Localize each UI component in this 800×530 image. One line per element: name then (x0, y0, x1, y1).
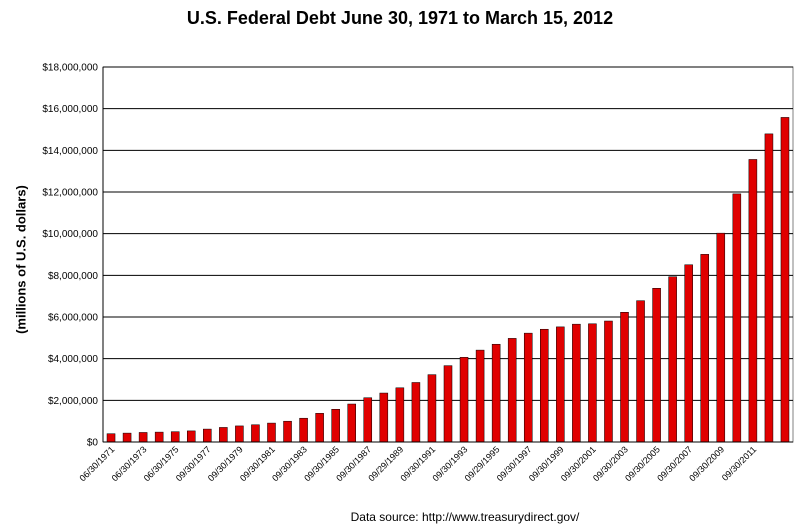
bar (652, 288, 661, 443)
bar-chart: $0 $2,000,000 $4,000,000 $6,000,000 $8,000,0… (42, 63, 794, 483)
bar (556, 326, 565, 443)
bar (315, 413, 324, 443)
bar (379, 392, 389, 443)
bar (588, 323, 597, 443)
bar (684, 264, 693, 443)
bar (219, 427, 228, 443)
bar (363, 397, 373, 443)
bar (395, 387, 405, 443)
bar (411, 382, 421, 443)
bar (732, 193, 742, 443)
x-tick-labels: 06/30/197106/30/197306/30/197509/30/1977… (78, 444, 759, 483)
y-tick-label: $2,000,000 (48, 396, 98, 407)
bar (459, 357, 469, 443)
bar (427, 374, 437, 443)
y-tick-label: $16,000,000 (42, 104, 98, 115)
bar (267, 422, 276, 443)
bar (700, 254, 710, 443)
bar (138, 432, 148, 443)
y-tick-label: $14,000,000 (42, 146, 98, 157)
bar (170, 431, 180, 443)
bar (540, 328, 549, 443)
bar (475, 349, 485, 443)
bar (620, 312, 629, 443)
bar (154, 431, 164, 443)
bar (507, 338, 517, 443)
data-source-note: Data source: http://www.treasurydirect.g… (350, 510, 580, 524)
y-tick-label: $8,000,000 (48, 271, 98, 282)
bar (780, 117, 790, 443)
x-tick-label: 09/30/2011 (720, 444, 758, 482)
bar (283, 420, 292, 443)
y-tick-label: $12,000,000 (42, 188, 98, 199)
bar (122, 432, 132, 443)
bar (203, 428, 212, 443)
bar (636, 300, 645, 443)
y-tick-label: $0 (87, 438, 99, 449)
bar (235, 425, 244, 443)
bar (491, 343, 501, 443)
bar (572, 323, 581, 443)
y-tick-labels: $0 $2,000,000 $4,000,000 $6,000,000 $8,000,0… (42, 63, 98, 449)
bar (716, 232, 726, 443)
chart-title: U.S. Federal Debt June 30, 1971 to March… (186, 8, 614, 28)
gridlines (103, 66, 793, 401)
bar (604, 320, 613, 443)
bar (443, 365, 453, 443)
bar (668, 276, 677, 443)
y-tick-label: $18,000,000 (42, 63, 98, 74)
y-tick-label: $10,000,000 (42, 229, 98, 240)
y-tick-label: $6,000,000 (48, 313, 98, 324)
bar (523, 332, 533, 443)
bar (251, 424, 260, 443)
bar (106, 433, 116, 443)
bar (748, 159, 758, 443)
bar (764, 133, 774, 443)
bar (186, 430, 196, 443)
bar (331, 409, 340, 443)
bar (299, 417, 308, 443)
bars (106, 117, 790, 443)
bar (347, 403, 356, 443)
y-tick-label: $4,000,000 (48, 354, 98, 365)
